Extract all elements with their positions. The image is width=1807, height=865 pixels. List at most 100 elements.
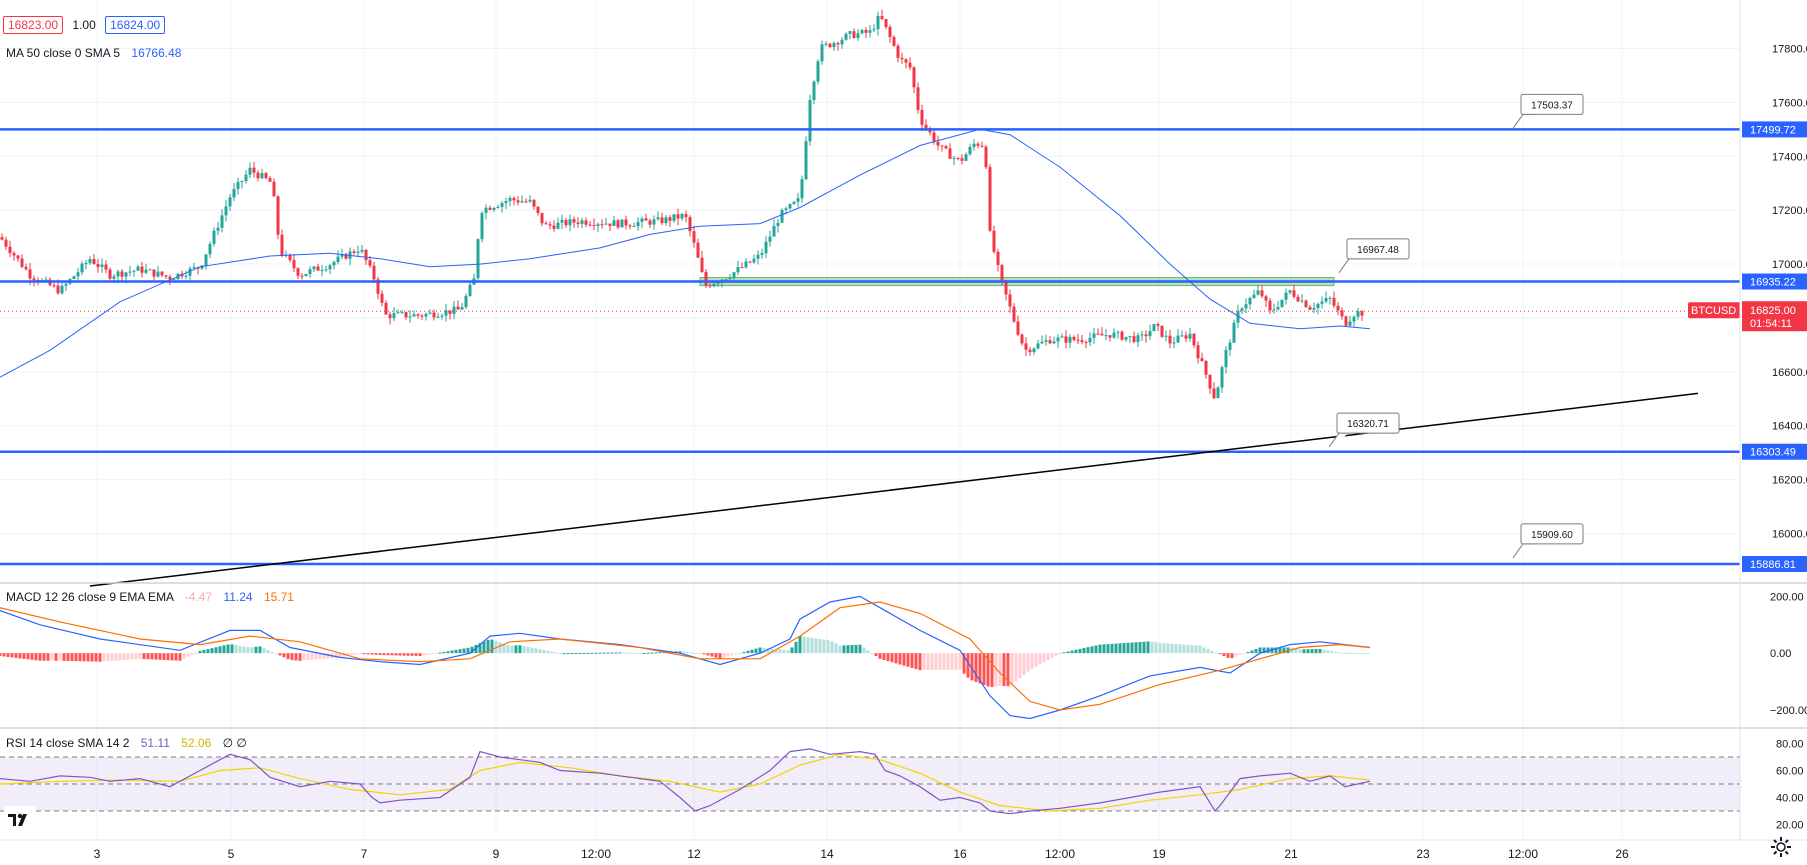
candle-body — [840, 39, 844, 45]
macd-histogram-bar — [1198, 645, 1202, 654]
pane-separators — [0, 0, 1807, 840]
macd-histogram-bar — [0, 653, 2, 656]
candle-body — [508, 197, 512, 202]
candle-body — [100, 264, 104, 267]
macd-histogram-bar — [1294, 648, 1298, 654]
horizontal-levels[interactable]: 17499.72 16935.22 16303.49 15886.81 — [0, 121, 1807, 572]
macd-histogram-bar — [1338, 652, 1342, 654]
macd-histogram-bar — [594, 652, 598, 654]
candle-body — [884, 19, 888, 28]
rsi-tick-label: 40.00 — [1776, 793, 1804, 805]
macd-histogram-bar — [1090, 646, 1094, 654]
candle-body — [500, 202, 504, 207]
candle-body — [292, 260, 296, 269]
macd-histogram-bar — [1350, 652, 1354, 654]
candle-body — [448, 310, 452, 314]
candle-body — [12, 253, 16, 256]
candle-body — [1012, 306, 1016, 322]
candle-body — [236, 181, 240, 189]
macd-histogram-bar — [418, 653, 422, 656]
candle-body — [32, 278, 36, 281]
candle-body — [764, 241, 768, 254]
sell-price[interactable]: 16823.00 — [3, 16, 64, 34]
level-price-label: 16935.22 — [1750, 277, 1796, 289]
macd-histogram-bar — [650, 652, 654, 654]
trendline[interactable] — [89, 392, 1699, 587]
macd-histogram-bar — [786, 650, 790, 654]
macd-histogram-bar — [130, 653, 134, 660]
macd-histogram-bar — [306, 653, 310, 661]
buy-price[interactable]: 16824.00 — [105, 16, 166, 34]
macd-histogram-bar — [1166, 643, 1170, 654]
gear-icon[interactable] — [1770, 836, 1792, 858]
candle-body — [1176, 335, 1180, 343]
candle-body — [0, 237, 4, 240]
macd-histogram-bar — [906, 653, 910, 667]
price-tick-label: 17800.00 — [1772, 44, 1807, 56]
macd-histogram-bar — [462, 648, 466, 654]
candle-body — [208, 243, 212, 255]
macd-histogram-bar — [362, 653, 366, 655]
macd-tick-label: −200.00 — [1770, 705, 1807, 717]
callout-box — [1336, 412, 1400, 434]
candle-body — [832, 43, 836, 48]
order-bar[interactable]: 16823.00 1.00 16824.00 — [3, 16, 166, 34]
macd-histogram-bar — [978, 653, 982, 684]
macd-histogram-bar — [762, 647, 766, 654]
macd-histogram-bar — [406, 653, 410, 656]
rsi-ma-value: 52.06 — [181, 736, 212, 750]
ma-legend-value: 16766.48 — [131, 46, 182, 60]
candle-body — [1120, 331, 1124, 340]
candle-body — [1328, 297, 1332, 299]
ma-legend[interactable]: MA 50 close 0 SMA 5 16766.48 — [6, 46, 181, 60]
macd-histogram-bar — [930, 653, 934, 671]
time-tick-label: 12:00 — [581, 847, 611, 861]
candle-body — [1000, 264, 1004, 281]
callout-text: 16967.48 — [1357, 245, 1399, 256]
macd-histogram-bar — [1206, 648, 1210, 654]
candle-body — [888, 27, 892, 38]
macd-histogram-bar — [298, 653, 302, 661]
candle-body — [468, 284, 472, 296]
callout-text: 16320.71 — [1347, 419, 1389, 430]
candle-body — [488, 207, 492, 210]
time-axis[interactable]: 3 5 7 9 12:00 12 14 16 12:00 19 21 23 12:00 26 — [0, 839, 1807, 861]
countdown-label: 01:54:11 — [1750, 318, 1792, 330]
macd-histogram-bar — [366, 653, 370, 655]
candle-body — [548, 224, 552, 226]
macd-histogram-bar — [734, 653, 738, 655]
macd-histogram-bar — [318, 653, 322, 660]
macd-histogram-bar — [454, 649, 458, 654]
rsi-value: 51.11 — [140, 736, 170, 750]
macd-histogram-bar — [610, 652, 614, 654]
macd-histogram-bar — [634, 653, 638, 655]
macd-histogram-bar — [1238, 653, 1242, 656]
candle-body — [656, 217, 660, 220]
macd-legend[interactable]: MACD 12 26 close 9 EMA EMA -4.47 11.24 1… — [6, 590, 294, 604]
price-axis[interactable]: 16000.0016200.0016400.0016600.0016800.00… — [1688, 44, 1807, 541]
macd-histogram-bar — [914, 653, 918, 670]
tradingview-logo-icon[interactable] — [4, 806, 36, 832]
macd-histogram-bar — [242, 646, 246, 654]
macd-histogram-bar — [626, 652, 630, 654]
candle-body — [1344, 316, 1348, 326]
macd-histogram-bar — [574, 652, 578, 654]
macd-histogram-bar — [730, 653, 734, 656]
macd-histogram-bar — [886, 653, 890, 662]
candle-body — [204, 254, 208, 266]
level-callouts[interactable]: 17503.37 16967.48 16320.71 15909.60 — [1328, 93, 1584, 559]
candle-body — [740, 267, 744, 269]
macd-histogram-bar — [850, 645, 854, 654]
candle-body — [164, 275, 168, 277]
level-price-label: 17499.72 — [1750, 124, 1796, 136]
macd-histogram-bar — [270, 651, 274, 654]
candle-body — [1156, 324, 1160, 326]
rsi-legend[interactable]: RSI 14 close SMA 14 2 51.11 52.06 ∅ ∅ — [6, 736, 247, 750]
macd-histogram-bar — [654, 652, 658, 654]
macd-histogram-bar — [854, 644, 858, 654]
candle-body — [80, 263, 84, 273]
candle-body — [772, 226, 776, 237]
macd-histogram-bar — [818, 638, 822, 654]
candle-body — [268, 178, 272, 182]
